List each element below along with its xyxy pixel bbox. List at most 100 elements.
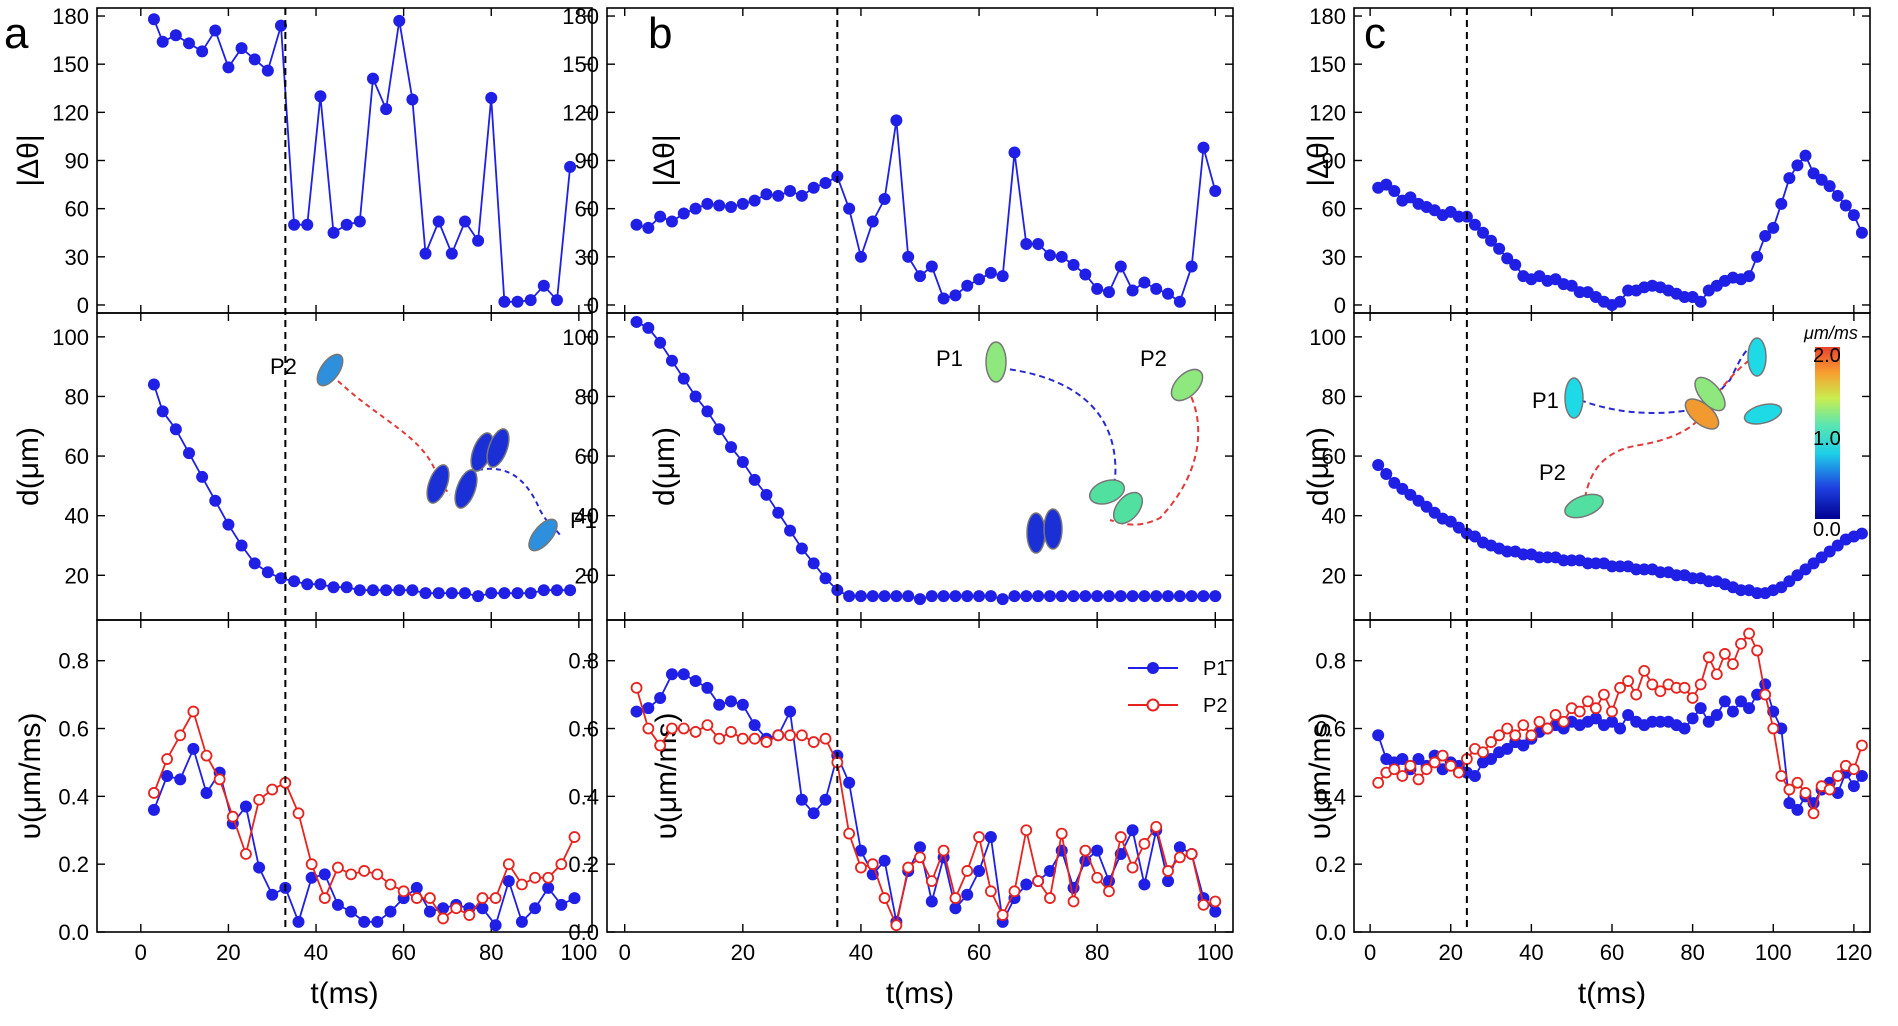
x-tick-label: 20 — [216, 940, 240, 965]
data-point-p1 — [914, 841, 926, 854]
data-point-p1 — [1020, 590, 1033, 603]
data-point-p1 — [156, 405, 169, 418]
data-point-p2 — [1032, 875, 1045, 888]
data-point-p1 — [1743, 702, 1756, 715]
data-point-p1 — [1067, 590, 1080, 603]
data-point-p1 — [1055, 250, 1068, 263]
data-point-p2 — [1067, 895, 1080, 908]
data-point-p1 — [288, 575, 301, 588]
y-tick-label: 180 — [52, 4, 89, 29]
data-point-p2 — [677, 722, 690, 735]
colorbar-mid-label: 1.0 — [1813, 428, 1841, 450]
inset-c-label-p2: P2 — [1539, 460, 1566, 485]
data-point-p1 — [1614, 295, 1627, 308]
data-point-p1 — [760, 488, 773, 501]
data-point-p1 — [866, 215, 879, 228]
data-point-p1 — [200, 786, 213, 799]
data-point-p2 — [1856, 739, 1868, 752]
data-point-p1 — [665, 215, 678, 228]
data-point-p1 — [736, 456, 749, 469]
data-point-p1 — [1694, 295, 1707, 308]
inset-b-particle-3 — [1088, 479, 1126, 505]
data-point-p1 — [345, 905, 358, 918]
y-tick-label: 0.0 — [58, 920, 89, 945]
data-point-p1 — [1477, 226, 1489, 239]
data-point-p2 — [489, 892, 502, 904]
data-point-p1 — [843, 776, 856, 789]
y-axis-label: υ(μm/ms) — [650, 713, 683, 840]
inset-c-particle-4 — [1743, 403, 1783, 425]
data-point-p1 — [1138, 276, 1151, 289]
y-tick-label: 100 — [1309, 325, 1346, 350]
data-point-p1 — [1079, 590, 1092, 603]
data-point-p2 — [384, 878, 397, 891]
data-point-p2 — [1735, 637, 1747, 650]
x-tick-label: 0 — [135, 940, 147, 965]
x-tick-label: 60 — [1600, 940, 1624, 965]
data-point-p1 — [1102, 590, 1115, 603]
data-point-p2 — [1831, 770, 1844, 782]
y-tick-label: 0 — [77, 293, 89, 318]
data-point-p1 — [419, 247, 432, 260]
y-tick-label: 0.0 — [568, 920, 599, 945]
inset-b-particle-4 — [1112, 491, 1144, 525]
inset-c-particle-2 — [1694, 376, 1726, 412]
data-point-p2 — [1807, 807, 1820, 820]
data-point-p1 — [642, 321, 655, 334]
data-point-p2 — [1654, 685, 1667, 698]
data-point-p1 — [384, 905, 397, 918]
data-point-p1 — [984, 590, 997, 603]
data-point-p2 — [1103, 885, 1115, 898]
x-tick-label: 80 — [1680, 940, 1704, 965]
x-tick-label: 0 — [619, 940, 631, 965]
data-point-p1 — [795, 189, 808, 202]
data-point-p2 — [1150, 820, 1163, 833]
data-point-p1 — [1162, 875, 1175, 888]
data-point-p2 — [1412, 773, 1425, 786]
data-point-p1 — [701, 197, 714, 210]
x-tick-label: 60 — [967, 940, 991, 965]
data-point-p2 — [902, 861, 915, 874]
data-point-p1 — [235, 42, 248, 55]
inset-c-trajectory-p1 — [1579, 344, 1756, 414]
data-point-p1 — [949, 902, 962, 915]
data-point-p1 — [393, 14, 406, 27]
data-point-p1 — [902, 250, 915, 263]
data-point-p1 — [511, 587, 524, 600]
y-tick-label: 20 — [65, 563, 89, 588]
y-tick-label: 0.2 — [1315, 852, 1346, 877]
data-point-p2 — [701, 719, 714, 732]
data-point-p2 — [1581, 695, 1594, 708]
data-point-p2 — [760, 736, 773, 748]
data-point-p1 — [366, 72, 379, 85]
data-point-p1 — [209, 494, 222, 507]
data-point-p1 — [1043, 864, 1056, 877]
data-point-p1 — [266, 888, 279, 901]
data-point-p1 — [843, 202, 856, 215]
data-point-p2 — [914, 851, 926, 864]
data-point-p1 — [380, 103, 393, 116]
y-tick-label: 0 — [1334, 293, 1346, 318]
subplot-c-2: 0.0 0.2 0.4 0.6 0.8 0 20 40 60 80 100 120 υ(μm/ms) — [1304, 619, 1872, 965]
data-point-p2 — [666, 722, 678, 735]
data-point-p1 — [1501, 742, 1514, 755]
data-point-p2 — [174, 729, 187, 742]
subplot-c-1: 20 40 60 80 100 d(μm) — [1302, 312, 1871, 621]
y-axis-label: υ(μm/ms) — [14, 713, 47, 840]
data-point-p1 — [472, 590, 485, 603]
inset-b-particle-p2-start — [1170, 368, 1204, 402]
data-point-p1 — [1807, 167, 1820, 180]
data-point-p2 — [555, 858, 568, 871]
data-point-p1 — [1388, 185, 1401, 197]
y-tick-label: 180 — [562, 4, 599, 29]
data-point-p1 — [1114, 590, 1127, 603]
data-point-p1 — [914, 593, 926, 606]
data-point-p1 — [878, 193, 891, 206]
data-point-p1 — [784, 524, 797, 537]
data-point-p2 — [1044, 892, 1056, 904]
data-point-p1 — [1079, 268, 1092, 281]
data-point-p2 — [476, 892, 489, 904]
data-point-p1 — [795, 793, 808, 806]
data-point-p2 — [437, 912, 449, 925]
data-point-p2 — [937, 844, 950, 857]
